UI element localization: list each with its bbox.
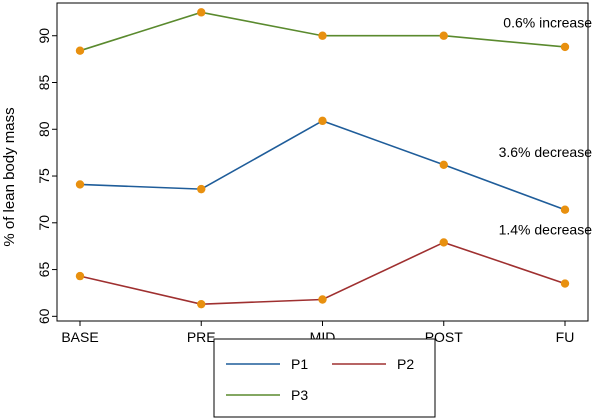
y-tick-label: 80 xyxy=(36,121,52,137)
data-point xyxy=(197,184,206,194)
series-p1 xyxy=(75,116,570,214)
data-point xyxy=(75,46,85,55)
y-tick-label: 70 xyxy=(36,215,52,231)
legend-item-p3: P3 xyxy=(226,387,308,403)
y-tick-label: 85 xyxy=(36,75,52,91)
data-point xyxy=(439,160,448,170)
annotation-label: 0.6% increase xyxy=(503,15,592,31)
data-point xyxy=(197,8,206,17)
legend: P1 P2 P3 xyxy=(213,338,436,418)
y-tick-label: 90 xyxy=(36,28,52,44)
x-tick-label: PRE xyxy=(187,329,216,345)
annotation-label: 1.4% decrease xyxy=(499,221,593,237)
data-point xyxy=(318,295,327,304)
legend-label: P3 xyxy=(291,387,308,403)
data-point xyxy=(75,180,85,189)
x-tick-label: BASE xyxy=(61,329,98,345)
data-point xyxy=(560,279,570,288)
data-point xyxy=(75,271,85,281)
data-point xyxy=(439,31,448,40)
y-tick-label: 60 xyxy=(36,308,52,324)
y-axis: 60 65 70 75 80 85 90 xyxy=(36,28,57,324)
data-point xyxy=(197,299,206,309)
data-point xyxy=(560,42,570,52)
annotation-label: 3.6% decrease xyxy=(499,144,593,160)
x-tick-label: FU xyxy=(556,329,575,345)
series-layer xyxy=(75,8,570,309)
data-point xyxy=(318,116,327,126)
legend-box xyxy=(213,338,436,418)
series-p2 xyxy=(75,238,570,309)
y-tick-label: 65 xyxy=(36,262,52,278)
data-point xyxy=(560,205,570,214)
y-tick-label: 75 xyxy=(36,168,52,184)
annotations-layer: 0.6% increase 3.6% decrease 1.4% decrease xyxy=(499,15,593,238)
data-point xyxy=(439,238,448,247)
legend-item-p2: P2 xyxy=(332,356,414,372)
legend-label: P1 xyxy=(291,356,308,372)
data-point xyxy=(318,31,327,40)
legend-label: P2 xyxy=(397,356,414,372)
y-axis-title: % of lean body mass xyxy=(1,107,18,246)
legend-item-p1: P1 xyxy=(226,356,308,372)
series-p3 xyxy=(75,8,570,55)
